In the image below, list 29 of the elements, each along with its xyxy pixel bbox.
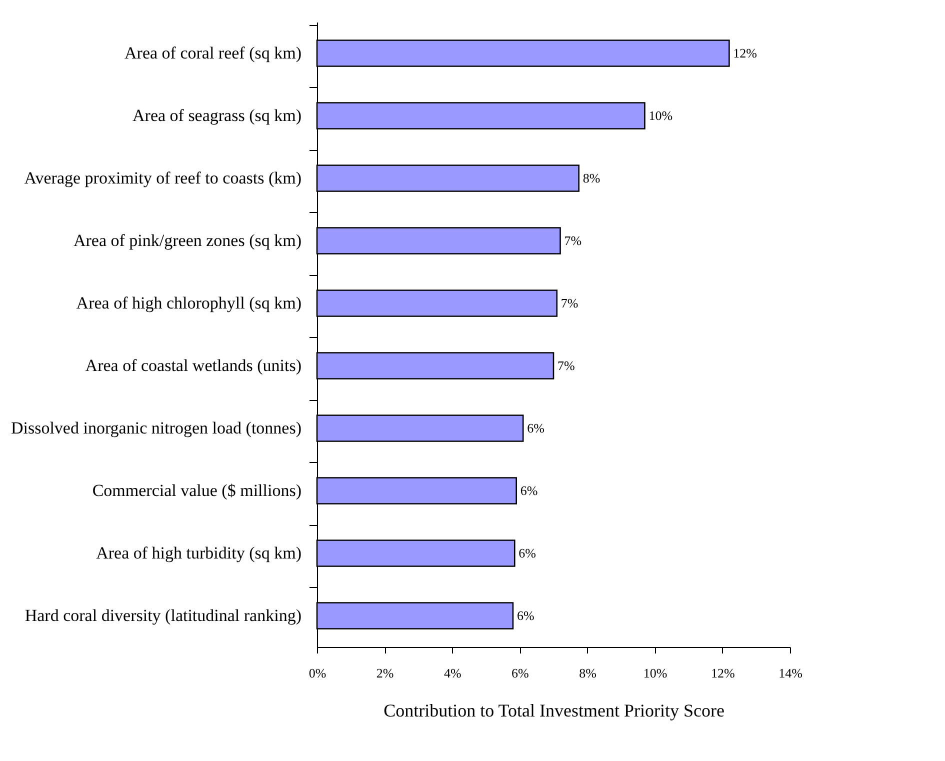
y-tick-label: Area of seagrass (sq km) [132, 106, 302, 125]
y-tick-label: Dissolved inorganic nitrogen load (tonnes) [10, 418, 302, 438]
y-tick-label: Commercial value ($ millions) [92, 480, 302, 500]
x-tick-label: 12% [711, 666, 736, 680]
y-tick-label: Area of coastal wetlands (units) [85, 356, 302, 375]
x-tick-label: 6% [512, 666, 530, 680]
x-tick-label: 0% [308, 666, 326, 680]
data-label: 7% [564, 232, 582, 248]
x-tick-label: 4% [444, 666, 462, 680]
x-tick-label: 2% [376, 666, 394, 680]
y-tick-label: Average proximity of reef to coasts (km) [24, 168, 302, 188]
y-tick-label: Area of pink/green zones (sq km) [73, 230, 302, 250]
y-tick-label: Area of high chlorophyll (sq km) [76, 293, 302, 312]
x-tick-label: 10% [643, 666, 668, 680]
y-tick-label: Area of coral reef (sq km) [124, 43, 302, 62]
data-label: 7% [560, 295, 578, 310]
x-tick-label: 8% [579, 666, 597, 680]
x-axis-title: Contribution to Total Investment Priority Score [384, 700, 724, 720]
data-label: 6% [520, 482, 538, 498]
data-label: 6% [518, 545, 536, 560]
y-tick-label: Hard coral diversity (latitudinal ranking) [24, 606, 302, 625]
y-tick-label: Area of high turbidity (sq km) [96, 543, 302, 562]
data-label: 6% [527, 420, 545, 436]
data-label: 12% [733, 45, 758, 60]
x-tick-label: 14% [778, 666, 803, 680]
data-label: 8% [582, 170, 600, 186]
data-label: 6% [516, 608, 534, 623]
data-label: 7% [558, 358, 575, 373]
data-label: 10% [648, 108, 673, 123]
